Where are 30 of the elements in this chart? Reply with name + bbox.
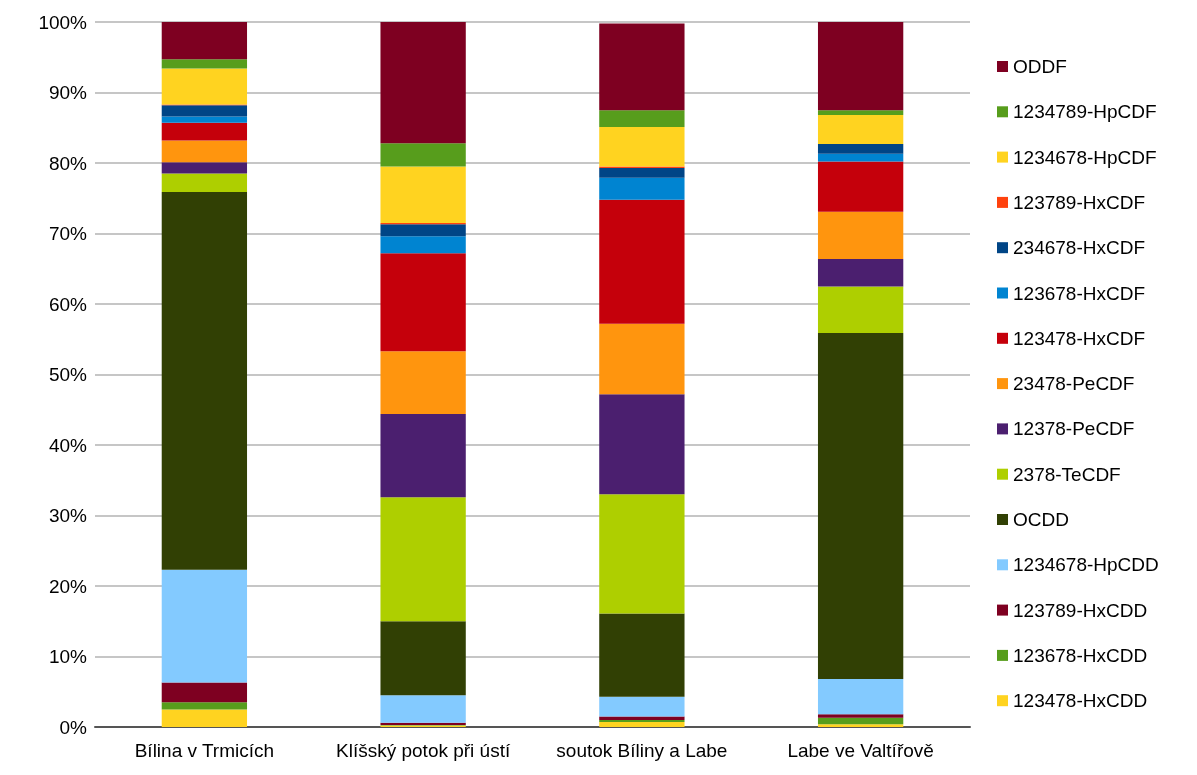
x-tick-label: Klíšský potok při ústí — [336, 740, 511, 761]
y-tick-label: 60% — [48, 293, 88, 315]
y-tick-label: 80% — [48, 152, 88, 174]
y-tick-label: 100% — [38, 11, 88, 33]
y-tick-label: 50% — [48, 364, 88, 385]
legend-label: 123789-HxCDD — [1013, 599, 1148, 621]
y-tick-label: 90% — [48, 82, 88, 103]
legend-label: OCDD — [1013, 509, 1069, 530]
legend-label: 2378-TeCDF — [1013, 463, 1121, 485]
legend-label: 123478-HxCDF — [1013, 327, 1145, 349]
legend-label: ODDF — [1013, 56, 1067, 77]
x-tick-label: Labe ve Valtířově — [787, 740, 934, 761]
legend-label: 123478-HxCDD — [1013, 690, 1148, 712]
legend-label: 1234789-HpCDF — [1013, 101, 1157, 123]
x-tick-label: Bílina v Trmicích — [134, 740, 275, 761]
x-tick-label: soutok Bíliny a Labe — [556, 740, 728, 761]
legend-label: 234678-HxCDF — [1013, 237, 1145, 259]
legend-label: 12378-PeCDF — [1013, 418, 1135, 440]
y-tick-label: 20% — [48, 575, 88, 597]
legend-label: 123678-HxCDD — [1013, 644, 1148, 666]
y-tick-label: 30% — [48, 505, 88, 526]
legend-label: 1234678-HpCDF — [1013, 146, 1157, 168]
y-tick-label: 0% — [59, 716, 88, 738]
legend-label: 23478-PeCDF — [1013, 373, 1135, 395]
legend-label: 1234678-HpCDD — [1013, 554, 1159, 576]
legend-label: 123678-HxCDF — [1013, 282, 1145, 304]
y-tick-label: 10% — [48, 646, 88, 667]
legend-label: 123789-HxCDF — [1013, 191, 1145, 213]
y-tick-label: 40% — [48, 434, 88, 456]
y-tick-label: 70% — [48, 223, 88, 244]
